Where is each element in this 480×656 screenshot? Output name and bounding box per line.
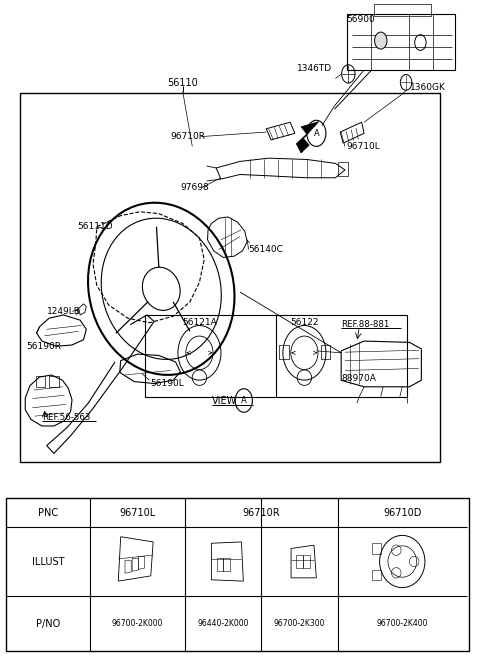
- Text: 56122: 56122: [290, 318, 319, 327]
- Bar: [144, 315, 407, 397]
- Text: 96440-2K000: 96440-2K000: [198, 619, 249, 628]
- Text: 56140C: 56140C: [249, 245, 284, 254]
- Text: VIEW: VIEW: [212, 396, 238, 406]
- Text: A: A: [241, 396, 247, 405]
- Bar: [348, 14, 455, 70]
- Text: 56190L: 56190L: [150, 379, 184, 388]
- Text: 96710R: 96710R: [243, 508, 280, 518]
- Bar: [21, 93, 441, 462]
- Text: 96700-2K000: 96700-2K000: [112, 619, 163, 628]
- Bar: [372, 569, 381, 580]
- Bar: [338, 162, 348, 176]
- Text: 96710L: 96710L: [346, 142, 380, 151]
- Text: ILLUST: ILLUST: [32, 556, 64, 567]
- Circle shape: [374, 32, 387, 49]
- Bar: [321, 345, 330, 359]
- Text: 97698: 97698: [180, 183, 209, 192]
- Text: 96700-2K300: 96700-2K300: [274, 619, 325, 628]
- Bar: [373, 4, 431, 16]
- Bar: [36, 377, 45, 387]
- Text: REF.88-881: REF.88-881: [341, 320, 390, 329]
- Text: 56110: 56110: [168, 78, 198, 88]
- Text: 96710D: 96710D: [383, 508, 421, 518]
- Text: 1249LB: 1249LB: [47, 307, 81, 316]
- Text: 1346TD: 1346TD: [297, 64, 332, 73]
- Bar: [6, 498, 469, 651]
- Bar: [279, 345, 288, 359]
- Text: 88970A: 88970A: [341, 374, 376, 383]
- Text: 1360GK: 1360GK: [410, 83, 446, 92]
- Text: A: A: [313, 129, 319, 138]
- Bar: [49, 377, 59, 387]
- Text: P/NO: P/NO: [36, 619, 60, 628]
- Polygon shape: [296, 121, 319, 153]
- Text: 56121A: 56121A: [182, 318, 217, 327]
- Text: 96700-2K400: 96700-2K400: [376, 619, 428, 628]
- Text: 56111D: 56111D: [77, 222, 112, 232]
- Text: REF.56-563: REF.56-563: [42, 413, 90, 422]
- Text: 56190R: 56190R: [26, 342, 61, 351]
- Text: 96710L: 96710L: [119, 508, 156, 518]
- Text: 56900: 56900: [346, 15, 375, 24]
- Text: PNC: PNC: [38, 508, 58, 518]
- Text: 96710R: 96710R: [171, 132, 206, 141]
- Bar: [372, 543, 381, 554]
